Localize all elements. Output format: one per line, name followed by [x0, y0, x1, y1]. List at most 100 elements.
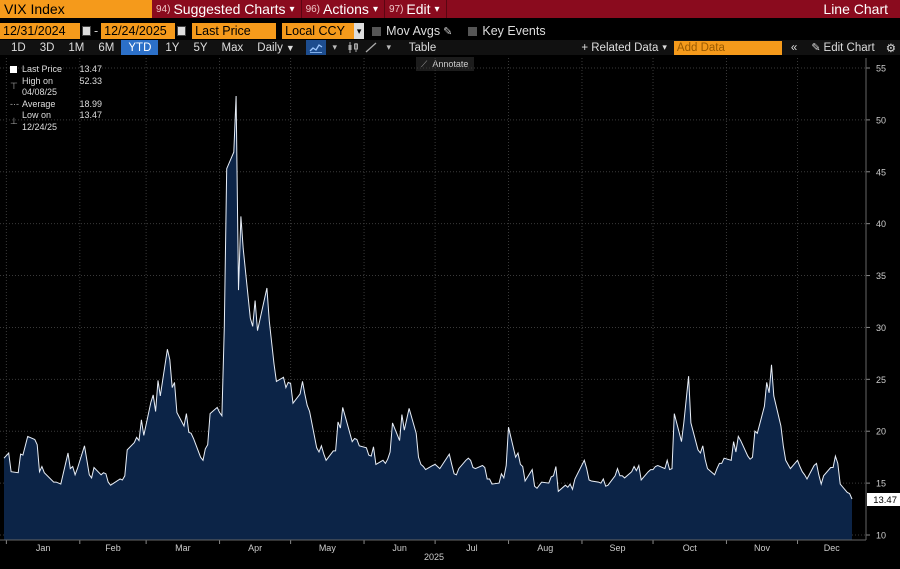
legend-value: 18.99 [79, 98, 102, 109]
start-date-value: 12/31/2024 [3, 24, 66, 38]
period-1y[interactable]: 1Y [165, 41, 180, 54]
y-axis: 10 15 20 25 30 35 40 45 50 55 [866, 64, 886, 541]
checkbox-icon [372, 26, 382, 36]
legend-item: ⊤ High on 04/08/25 52.33 [10, 76, 102, 99]
actions-menu[interactable]: 96) Actions ▾ [302, 0, 385, 18]
gear-icon[interactable]: ⚙ [885, 42, 896, 55]
field-value: Last Price [195, 24, 251, 38]
legend-value: 13.47 [79, 110, 102, 120]
x-tick-label: Jan [36, 543, 51, 553]
period-ytd[interactable]: YTD [121, 40, 159, 55]
legend-value: 52.33 [79, 75, 102, 86]
chevron-down-icon: ▾ [434, 3, 440, 15]
x-tick-label: Sep [609, 543, 625, 553]
chevron-down-icon[interactable]: ▾ [354, 23, 365, 39]
field-select[interactable]: Last Price [192, 23, 277, 39]
line-chart-icon[interactable] [305, 40, 326, 55]
x-tick-label: Jul [466, 543, 478, 553]
frequency-select[interactable]: Daily ▼ [250, 40, 301, 55]
x-tick-label: Dec [824, 543, 841, 553]
currency-select[interactable]: Local CCY [282, 23, 355, 39]
y-tick-label: 50 [876, 115, 886, 125]
period-1m[interactable]: 1M [68, 41, 85, 54]
related-data-button[interactable]: + Related Data ▾ [574, 40, 674, 55]
candlestick-icon[interactable] [344, 40, 362, 55]
legend-label: Low on 12/24/25 [22, 110, 58, 132]
menu-number: 94) [156, 3, 171, 15]
date-separator: - [94, 24, 99, 38]
period-5y[interactable]: 5Y [193, 41, 208, 54]
legend-label: Average [22, 98, 56, 109]
period-toolbar: 1D 3D 1M 6M YTD 1Y 5Y Max Daily ▼ ▾ ▾ Ta… [0, 40, 900, 55]
legend-value: 13.47 [79, 64, 102, 74]
edit-menu[interactable]: 97) Edit ▾ [385, 0, 447, 18]
add-data-placeholder: Add Data [676, 41, 725, 54]
chevron-down-icon: ▼ [285, 42, 295, 53]
chart-settings-row: 12/31/2024 - 12/24/2025 Last Price Local… [0, 22, 900, 40]
menu-label: Edit [406, 1, 431, 17]
chevron-down-icon[interactable]: ▾ [332, 42, 338, 52]
x-axis-year-label: 2025 [424, 552, 444, 562]
legend-item: -·- Average 18.99 [10, 99, 102, 111]
period-3d[interactable]: 3D [39, 41, 55, 54]
calendar-icon[interactable] [82, 26, 91, 36]
chevron-down-icon: ▾ [662, 42, 667, 52]
collapse-icon[interactable]: « [790, 41, 798, 54]
price-line [3, 95, 853, 500]
x-tick-label: Aug [537, 543, 553, 553]
y-tick-label: 30 [876, 323, 886, 333]
last-value-tag-bg [867, 493, 900, 506]
legend-swatch [10, 64, 22, 76]
mov-avgs-toggle[interactable]: Mov Avgs ✎ [372, 24, 452, 38]
menu-number: 96) [305, 3, 321, 15]
frequency-value: Daily [257, 41, 283, 54]
y-tick-label: 20 [876, 427, 886, 437]
low-marker-icon: ⊥ [10, 115, 18, 126]
pencil-icon: ✎ [811, 42, 821, 54]
legend-label: Last Price [22, 64, 63, 74]
annotate-icon: ⟋ [421, 58, 428, 69]
title-bar: VIX Index 94) Suggested Charts ▾ 96) Act… [0, 0, 900, 18]
x-tick-label: Apr [248, 543, 262, 553]
edit-chart-button[interactable]: ✎ Edit Chart [804, 40, 881, 55]
add-data-input[interactable]: Add Data [673, 40, 782, 55]
end-date-value: 12/24/2025 [104, 24, 167, 38]
x-tick-label: Feb [105, 543, 121, 553]
ticker-field[interactable]: VIX Index [0, 0, 152, 18]
menu-label: Actions [323, 1, 369, 17]
y-tick-label: 25 [876, 375, 886, 385]
legend-item[interactable]: Last Price 13.47 [10, 64, 102, 76]
x-tick-label: Mar [175, 543, 191, 553]
last-value-text: 13.47 [873, 495, 897, 506]
legend-item: ⊥ Low on 12/24/25 13.47 [10, 110, 102, 133]
x-tick-label: Nov [754, 543, 771, 553]
suggested-charts-menu[interactable]: 94) Suggested Charts ▾ [152, 0, 302, 18]
mov-avgs-label: Mov Avgs [386, 24, 441, 38]
key-events-toggle[interactable]: Key Events [468, 24, 546, 38]
tooltip-label: Annotate [432, 59, 469, 69]
x-tick-label: May [319, 543, 337, 553]
related-data-label: + Related Data [581, 41, 659, 54]
y-tick-label: 55 [876, 64, 886, 74]
start-date-input[interactable]: 12/31/2024 [0, 23, 80, 39]
calendar-icon[interactable] [177, 26, 187, 36]
chevron-down-icon[interactable]: ▾ [386, 42, 392, 52]
key-events-label: Key Events [482, 24, 546, 38]
y-tick-label: 35 [876, 271, 886, 281]
last-value-tag: 13.47 [867, 493, 900, 506]
y-tick-label: 45 [876, 167, 886, 177]
x-tick-label: Jun [392, 543, 407, 553]
x-tick-label: Oct [683, 543, 698, 553]
end-date-input[interactable]: 12/24/2025 [101, 23, 176, 39]
high-marker-icon: ⊤ [10, 81, 18, 92]
draw-line-icon[interactable] [362, 40, 380, 55]
pencil-icon[interactable]: ✎ [443, 25, 453, 38]
period-1d[interactable]: 1D [11, 41, 26, 54]
period-6m[interactable]: 6M [98, 41, 115, 54]
table-button[interactable]: Table [408, 41, 437, 54]
period-max[interactable]: Max [221, 41, 244, 54]
x-axis: Jan Feb Mar Apr May Jun Jul Aug Sep Oct Nov Dec [5, 540, 841, 553]
y-tick-label: 40 [876, 219, 886, 229]
chevron-down-icon: ▾ [289, 3, 295, 15]
